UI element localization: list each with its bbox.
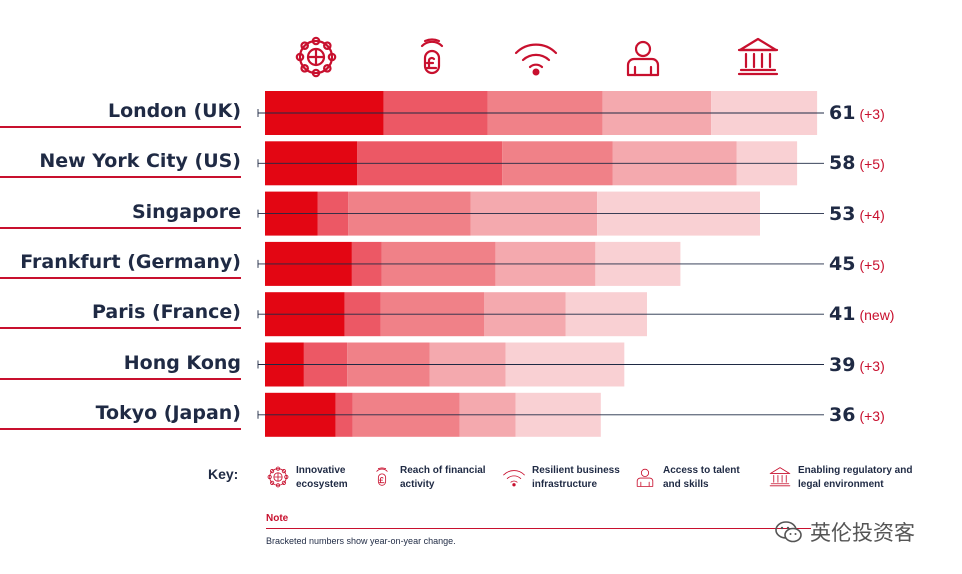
legend-item-innovative: Innovative ecosystem — [266, 464, 366, 492]
score-change: (+5) — [859, 256, 885, 273]
wifi-icon — [514, 43, 558, 76]
pound-signal-icon — [376, 467, 388, 486]
institution-building-icon — [769, 467, 791, 487]
city-label: Frankfurt (Germany) — [20, 250, 241, 273]
person-icon — [626, 40, 660, 77]
city-label-underline — [0, 176, 241, 179]
person-icon — [636, 468, 654, 487]
city-label: New York City (US) — [39, 150, 241, 173]
legend-label: Resilient business infrastructure — [532, 465, 620, 490]
score-value: 61 — [829, 102, 856, 124]
score-label: 53 (+4) — [829, 202, 885, 228]
score-change: (+3) — [859, 407, 885, 424]
city-label-underline — [0, 427, 241, 430]
score-label: 58 (+5) — [829, 151, 885, 177]
legend-label: Access to talent and skills — [663, 465, 740, 490]
city-label: Paris (France) — [91, 301, 241, 324]
note-text: Bracketed numbers show year-on-year chan… — [266, 536, 456, 546]
note-divider — [266, 528, 811, 529]
score-change: (new) — [859, 307, 895, 324]
city-label-underline — [0, 377, 241, 380]
watermark: 英伦投资客 — [774, 517, 915, 547]
leader-lines — [257, 109, 824, 419]
score-value: 45 — [829, 252, 856, 275]
legend-item-regulatory: Enabling regulatory and legal environmen… — [768, 464, 923, 492]
institution-building-icon — [737, 37, 779, 76]
score-change: (+3) — [859, 357, 885, 374]
score-value: 41 — [829, 303, 856, 326]
city-label: London (UK) — [108, 100, 241, 122]
city-label: Tokyo (Japan) — [95, 401, 241, 424]
score-value: 53 — [829, 202, 856, 225]
category-icons-header — [295, 36, 779, 78]
score-label: 39 (+3) — [829, 353, 885, 379]
watermark-text: 英伦投资客 — [810, 521, 915, 545]
wifi-icon — [503, 470, 525, 487]
score-value: 39 — [829, 353, 856, 376]
legend-item-infrastructure: Resilient business infrastructure — [502, 464, 632, 492]
legend-label: Innovative ecosystem — [296, 465, 348, 490]
score-value: 58 — [829, 152, 856, 175]
score-label: 36 (+3) — [829, 403, 885, 429]
globe-network-icon — [295, 36, 337, 78]
city-label-underline — [0, 226, 241, 229]
score-change: (+3) — [859, 106, 885, 122]
pound-signal-icon — [420, 38, 444, 75]
city-label-underline — [0, 276, 241, 279]
score-change: (+5) — [859, 156, 885, 173]
globe-network-icon — [267, 466, 289, 488]
score-label: 61 (+3) — [829, 101, 885, 127]
legend-label: Enabling regulatory and legal environmen… — [798, 465, 913, 490]
city-label: Singapore — [131, 200, 241, 223]
city-label-underline — [0, 126, 241, 128]
city-label: Hong Kong — [123, 351, 241, 374]
score-label: 45 (+5) — [829, 252, 885, 278]
wechat-icon — [775, 521, 802, 543]
key-title: Key: — [208, 466, 239, 482]
score-label: 41 (new) — [829, 302, 894, 328]
legend-label: Reach of financial activity — [400, 465, 486, 490]
legend-item-finance: Reach of financial activity — [370, 464, 495, 492]
score-value: 36 — [829, 403, 856, 426]
legend-item-talent: Access to talent and skills — [633, 464, 753, 492]
note-title: Note — [266, 513, 289, 524]
score-change: (+4) — [859, 206, 885, 223]
city-label-underline — [0, 327, 241, 330]
